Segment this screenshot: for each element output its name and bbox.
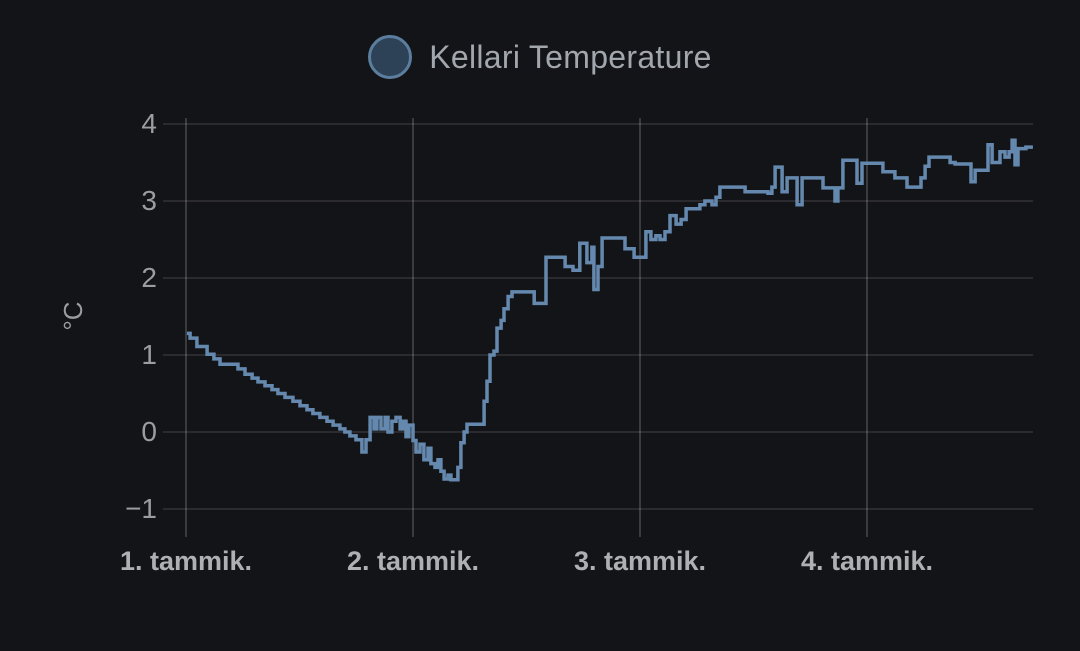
y-tick-label: 3 [141,185,157,216]
x-tick-label: 1. tammik. [119,546,253,576]
y-tick-label: 4 [141,108,157,139]
panel-header: Kellari Temperature [0,33,1080,81]
temperature-series-line [186,138,1033,482]
panel-title: Kellari Temperature [429,38,712,75]
y-tick-label: −1 [125,493,157,524]
x-tick-label: 3. tammik. [573,546,707,576]
x-tick-label: 2. tammik. [346,546,480,576]
legend-item[interactable]: Kellari Temperature [368,35,712,79]
x-tick-label: 4. tammik. [800,546,934,576]
y-tick-label: 0 [141,416,157,447]
y-tick-label: 1 [141,339,157,370]
series-legend-circle-icon [368,35,413,79]
y-tick-label: 2 [141,262,157,293]
